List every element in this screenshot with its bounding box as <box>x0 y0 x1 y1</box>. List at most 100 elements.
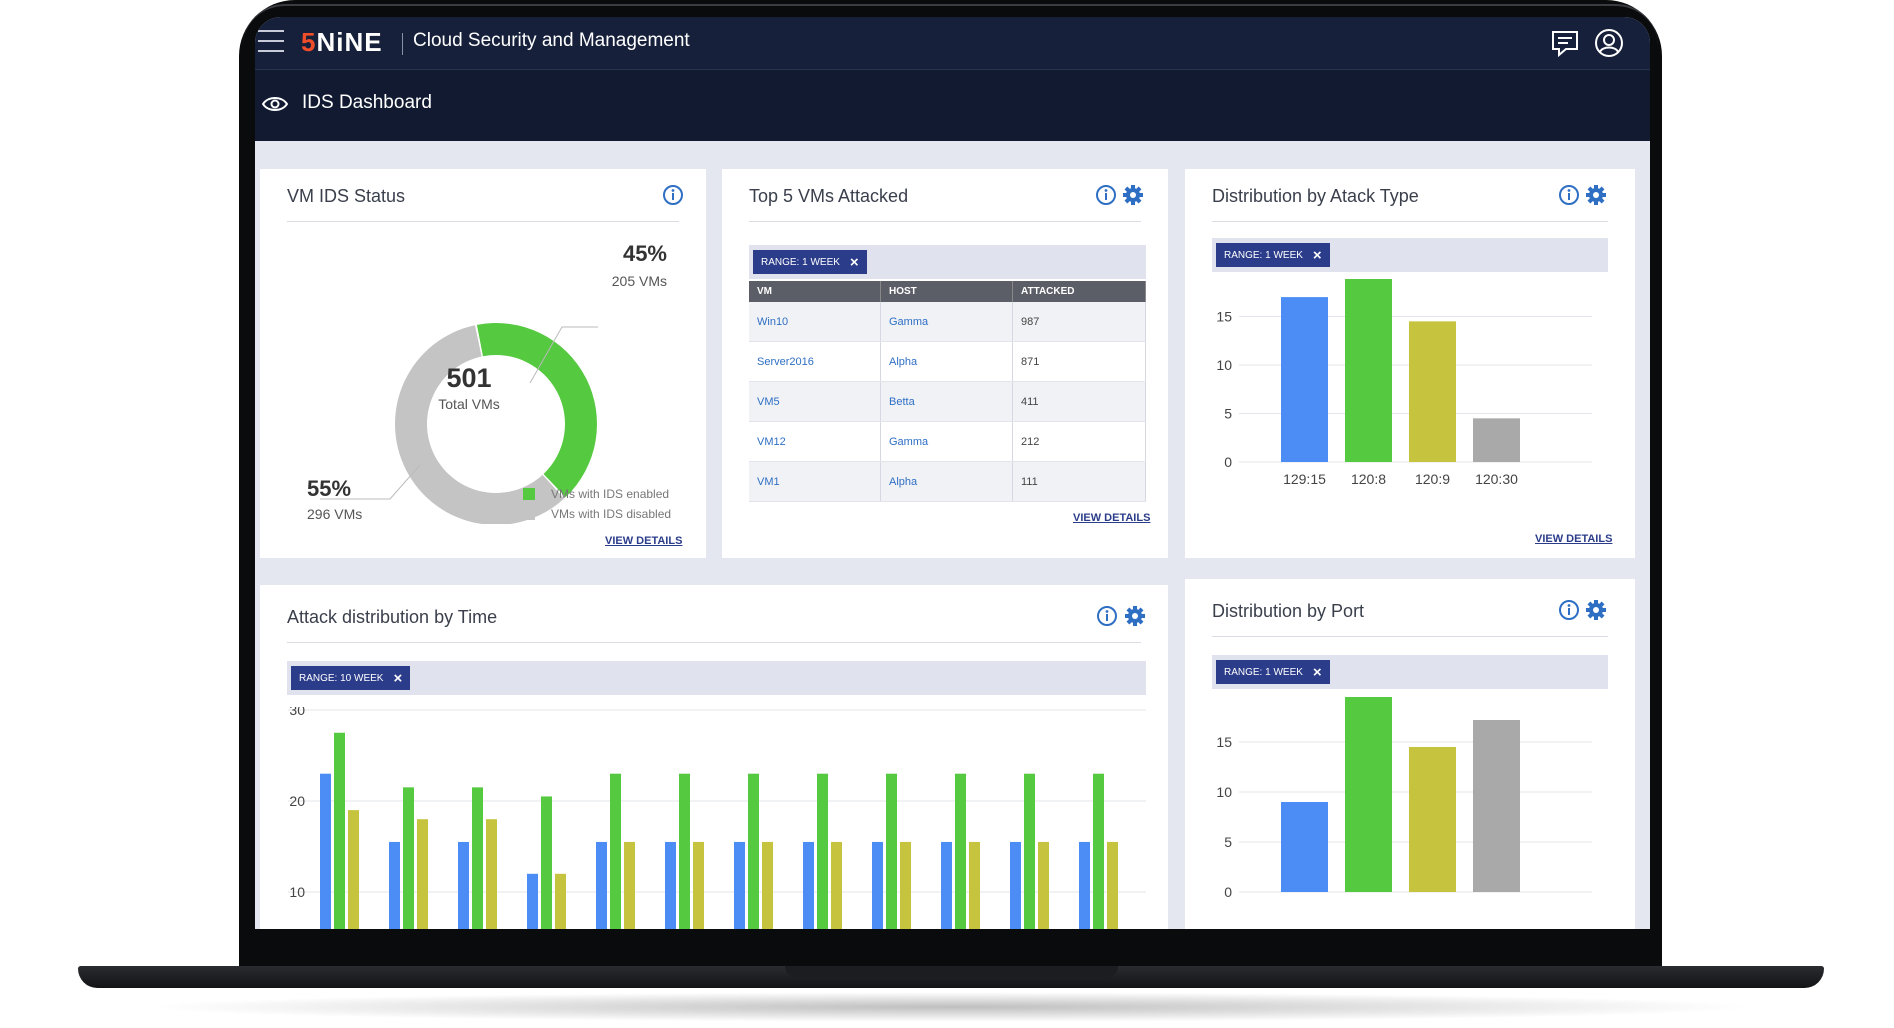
bar[interactable] <box>541 796 552 929</box>
bar[interactable] <box>348 810 359 929</box>
filter-bar: RANGE: 1 WEEK × <box>1212 655 1608 689</box>
disabled-percent: 55% <box>307 476 352 501</box>
bar[interactable] <box>955 773 966 929</box>
info-icon[interactable] <box>1095 184 1117 206</box>
bar[interactable] <box>734 841 745 929</box>
range-chip[interactable]: RANGE: 10 WEEK × <box>291 666 411 690</box>
info-icon[interactable] <box>1558 599 1580 621</box>
info-icon[interactable] <box>1096 605 1118 627</box>
card-title: Top 5 VMs Attacked <box>749 186 909 206</box>
bar[interactable] <box>320 773 331 929</box>
attack-time-chart: 10 20 30 <box>288 707 1146 929</box>
bar[interactable] <box>1473 418 1520 462</box>
enabled-percent: 45% <box>622 241 667 266</box>
attacked-cell: 212 <box>1012 421 1146 462</box>
bar[interactable] <box>872 841 883 929</box>
host-cell[interactable]: Alpha <box>880 461 1013 502</box>
leader-line-disabled <box>320 464 421 500</box>
gear-icon[interactable] <box>1585 599 1607 621</box>
vm-cell[interactable]: Server2016 <box>749 341 881 382</box>
card-title: Distribution by Atack Type <box>1212 186 1419 206</box>
view-details-link[interactable]: VIEW DETAILS <box>1535 533 1613 545</box>
bar[interactable] <box>1281 297 1328 462</box>
bar[interactable] <box>389 841 400 929</box>
bar[interactable] <box>817 773 828 929</box>
gear-icon[interactable] <box>1124 605 1146 627</box>
range-chip[interactable]: RANGE: 1 WEEK × <box>1216 660 1330 684</box>
bar[interactable] <box>555 873 566 929</box>
bar[interactable] <box>886 773 897 929</box>
bar[interactable] <box>1281 802 1328 892</box>
info-icon[interactable] <box>1558 184 1580 206</box>
gear-icon[interactable] <box>1122 184 1144 206</box>
bar[interactable] <box>1409 321 1456 462</box>
bar[interactable] <box>1345 697 1392 892</box>
bar[interactable] <box>803 841 814 929</box>
bar[interactable] <box>1024 773 1035 929</box>
bar[interactable] <box>1107 841 1118 929</box>
bar[interactable] <box>417 819 428 929</box>
bar[interactable] <box>1409 747 1456 892</box>
column-header[interactable]: VM <box>749 281 881 302</box>
menu-icon[interactable] <box>258 30 284 54</box>
bar[interactable] <box>527 873 538 929</box>
close-icon[interactable]: × <box>393 669 403 687</box>
view-details-link[interactable]: VIEW DETAILS <box>1073 512 1151 524</box>
vm-cell[interactable]: VM1 <box>749 461 881 502</box>
range-chip[interactable]: RANGE: 1 WEEK × <box>753 250 867 274</box>
host-cell[interactable]: Alpha <box>880 341 1013 382</box>
screen: 5NiNE Cloud Security and Management IDS … <box>255 17 1650 929</box>
table-row[interactable]: Server2016 Alpha 871 <box>749 341 1146 382</box>
bar[interactable] <box>1473 720 1520 892</box>
host-cell[interactable]: Betta <box>880 381 1013 422</box>
bar[interactable] <box>458 841 469 929</box>
bar[interactable] <box>1079 841 1090 929</box>
bar[interactable] <box>1345 279 1392 462</box>
bar[interactable] <box>596 841 607 929</box>
bar[interactable] <box>679 773 690 929</box>
page-title: IDS Dashboard <box>302 92 432 113</box>
bar[interactable] <box>403 787 414 929</box>
bar[interactable] <box>665 841 676 929</box>
bar[interactable] <box>941 841 952 929</box>
bar[interactable] <box>969 841 980 929</box>
table-row[interactable]: VM5 Betta 411 <box>749 381 1146 422</box>
bar[interactable] <box>624 841 635 929</box>
range-chip[interactable]: RANGE: 1 WEEK × <box>1216 243 1330 267</box>
table-row[interactable]: Win10 Gamma 987 <box>749 302 1146 342</box>
host-cell[interactable]: Gamma <box>880 421 1013 462</box>
close-icon[interactable]: × <box>1312 246 1322 264</box>
bar[interactable] <box>1038 841 1049 929</box>
bar[interactable] <box>748 773 759 929</box>
gear-icon[interactable] <box>1585 184 1607 206</box>
x-tick-label: 120:9 <box>1415 471 1450 487</box>
table-row[interactable]: VM1 Alpha 111 <box>749 461 1146 502</box>
table-row[interactable]: VM12 Gamma 212 <box>749 421 1146 462</box>
host-cell[interactable]: Gamma <box>880 302 1013 342</box>
column-header[interactable]: ATTACKED <box>1012 281 1146 302</box>
laptop-notch <box>785 966 1118 978</box>
info-icon[interactable] <box>662 184 684 206</box>
close-icon[interactable]: × <box>849 253 859 271</box>
vm-cell[interactable]: VM5 <box>749 381 881 422</box>
bar[interactable] <box>610 773 621 929</box>
bar[interactable] <box>1093 773 1104 929</box>
bar[interactable] <box>762 841 773 929</box>
close-icon[interactable]: × <box>1312 663 1322 681</box>
bar[interactable] <box>900 841 911 929</box>
bar[interactable] <box>831 841 842 929</box>
bar[interactable] <box>334 732 345 929</box>
bar[interactable] <box>693 841 704 929</box>
vm-cell[interactable]: Win10 <box>749 302 881 342</box>
legend-swatch <box>523 508 535 520</box>
view-details-link[interactable]: VIEW DETAILS <box>605 535 683 547</box>
user-account-icon[interactable] <box>1594 28 1624 58</box>
brand-logo: 5NiNE <box>301 27 383 57</box>
column-header[interactable]: HOST <box>880 281 1013 302</box>
bar[interactable] <box>486 819 497 929</box>
chat-icon[interactable] <box>1550 28 1580 58</box>
bar[interactable] <box>1010 841 1021 929</box>
vm-cell[interactable]: VM12 <box>749 421 881 462</box>
bar[interactable] <box>472 787 483 929</box>
